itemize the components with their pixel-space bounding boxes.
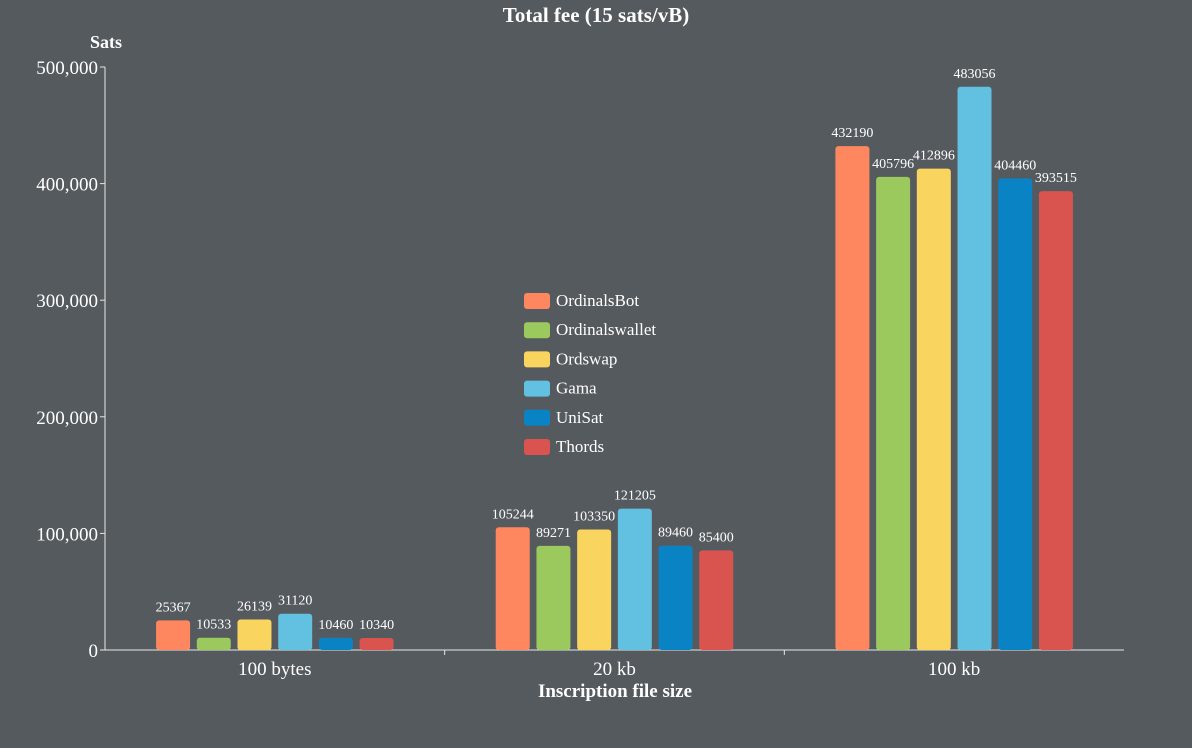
x-axis-label: Inscription file size [538,681,692,702]
legend-label: Thords [556,437,604,456]
bar [957,86,992,650]
bar [196,637,231,650]
bar [835,146,870,650]
bar [1038,191,1073,651]
data-label: 31120 [278,594,312,609]
legend-label: Ordinalswallet [556,320,656,339]
data-label: 404460 [994,158,1036,173]
legend-label: OrdinalsBot [556,291,639,310]
bar [658,545,693,650]
data-label: 412896 [913,149,955,164]
bar [278,613,313,650]
legend-swatch [524,380,550,397]
legend-swatch [524,351,550,368]
value-labels-group: 25367 10533 26139 31120 10460 10340 1052448927… [156,67,1077,633]
axes: 0 100,000 200,000 300,000 400,000 500,000 100 … [36,58,1124,680]
legend: OrdinalsBot Ordinalswallet Ordswap Gama UniS… [524,291,656,456]
bar [916,168,951,650]
y-tick-label: 400,000 [36,175,98,196]
legend-swatch [524,409,550,426]
data-label: 10340 [359,618,394,633]
data-label: 393515 [1035,171,1077,186]
bar [237,619,272,650]
x-tick-label: 20 kb [593,659,636,680]
bar [318,637,353,650]
data-label: 89460 [658,526,693,541]
legend-swatch [524,322,550,339]
y-tick-label: 100,000 [36,524,98,545]
bars-group [156,86,1073,651]
data-label: 121205 [614,489,656,504]
y-tick-label: 300,000 [36,291,98,312]
data-label: 89271 [536,526,571,541]
data-label: 105244 [492,507,534,522]
data-label: 405796 [872,157,914,172]
legend-label: UniSat [556,408,604,427]
data-label: 26139 [237,600,272,615]
bar [495,527,530,650]
y-tick-label: 200,000 [36,408,98,429]
bar [617,508,652,650]
bar [156,620,191,650]
y-axis-label: Sats [90,32,122,52]
y-tick-label: 500,000 [36,58,98,79]
legend-label: Ordswap [556,349,617,368]
data-label: 483056 [954,67,996,82]
bar [699,550,734,650]
y-tick-label: 0 [89,641,99,662]
legend-swatch [524,439,550,455]
data-label: 432190 [831,126,873,141]
legend-label: Gama [556,379,597,398]
x-tick-label: 100 bytes [238,659,311,680]
bar [998,178,1033,650]
bar [876,176,911,650]
data-label: 103350 [573,509,615,524]
legend-swatch [524,293,550,309]
bar [536,545,571,650]
data-label: 85400 [699,530,734,545]
x-tick-label: 100 kb [928,659,980,680]
chart-title: Total fee (15 sats/vB) [503,3,689,27]
data-label: 25367 [156,600,191,615]
data-label: 10533 [196,618,231,633]
bar [577,529,612,650]
data-label: 10460 [318,618,353,633]
bar [359,637,394,650]
